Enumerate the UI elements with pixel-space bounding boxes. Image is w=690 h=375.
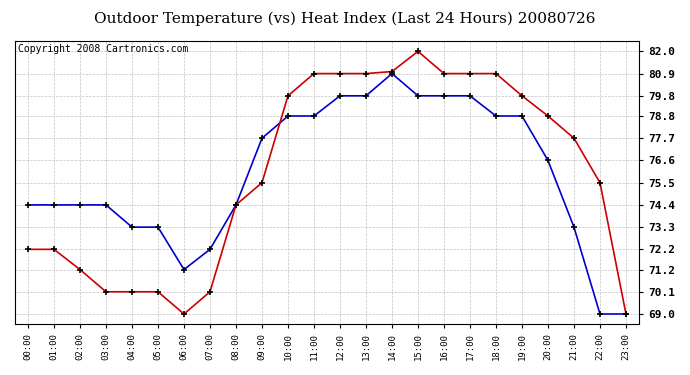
Text: Copyright 2008 Cartronics.com: Copyright 2008 Cartronics.com xyxy=(18,44,188,54)
Text: Outdoor Temperature (vs) Heat Index (Last 24 Hours) 20080726: Outdoor Temperature (vs) Heat Index (Las… xyxy=(95,11,595,26)
